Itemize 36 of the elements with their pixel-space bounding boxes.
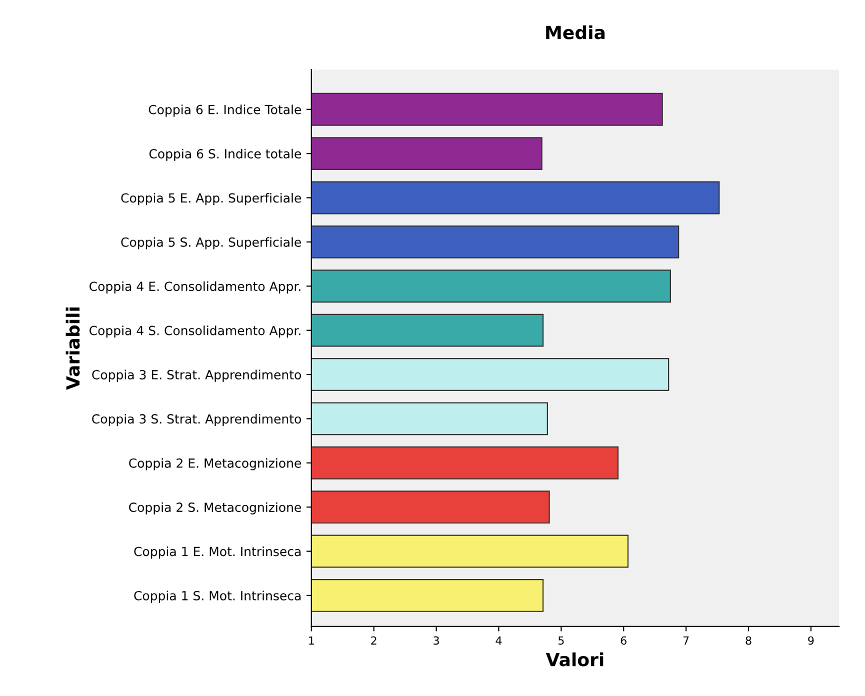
y-tick-label: Coppia 5 S. App. Superficiale [121, 237, 302, 250]
y-tick-label: Coppia 4 E. Consolidamento Appr. [90, 281, 300, 294]
y-tick-label: Coppia 5 E. App. Superficiale [121, 193, 302, 206]
y-tick-label: Coppia 6 E. Indice Totale [148, 104, 302, 117]
x-tick-label: 3 [434, 636, 439, 645]
y-tick-label: Coppia 2 E. Metacognizione [129, 458, 302, 470]
bar [311, 181, 720, 214]
bar [311, 358, 670, 391]
bar [311, 534, 629, 568]
bar [311, 270, 672, 303]
x-tick-label: 5 [558, 636, 564, 645]
bar [311, 225, 680, 258]
bar [311, 490, 550, 524]
y-tick-label: Coppia 4 S. Consolidamento Appr. [90, 326, 300, 338]
bar [311, 446, 619, 480]
x-tick-label: 8 [746, 636, 752, 645]
x-tick-label: 2 [371, 636, 376, 645]
x-tick-label: 4 [496, 636, 502, 645]
x-axis-title: Valori [546, 652, 604, 666]
x-tick-label: 7 [683, 636, 689, 645]
y-tick-label: Coppia 3 S. Strat. Apprendimento [92, 414, 301, 426]
bar [311, 92, 663, 126]
bar [311, 579, 544, 612]
x-tick-label: 9 [808, 636, 814, 645]
y-tick-label: Coppia 1 S. Mot. Intrinseca [134, 590, 301, 603]
y-axis-title: Variabili [66, 308, 80, 390]
bar [311, 402, 548, 436]
x-tick-label: 6 [620, 636, 626, 645]
y-tick-label: Coppia 3 E. Strat. Apprendimento [92, 370, 301, 382]
y-tick-label: Coppia 2 S. Metacognizione [129, 502, 302, 514]
x-tick-label: 1 [309, 636, 314, 645]
y-tick-label: Coppia 6 S. Indice totale [149, 148, 302, 161]
chart-title: Media [546, 25, 605, 40]
bar [311, 137, 542, 170]
y-tick-label: Coppia 1 E. Mot. Intrinseca [134, 546, 301, 559]
bar [311, 314, 544, 347]
